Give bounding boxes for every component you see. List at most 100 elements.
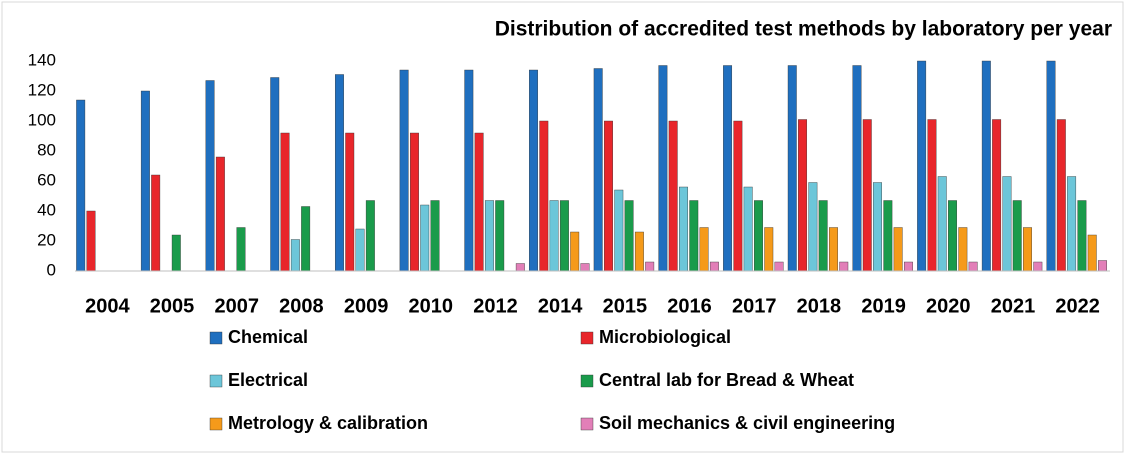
bar [205, 80, 215, 272]
bar [937, 176, 947, 272]
bar [1046, 60, 1056, 272]
bar [689, 200, 699, 272]
bar [852, 65, 862, 272]
bar [743, 186, 753, 272]
bar [723, 65, 733, 272]
bar [699, 227, 709, 272]
bar [829, 227, 838, 272]
bar [1087, 234, 1097, 272]
bar [86, 210, 96, 272]
bar [1098, 260, 1107, 272]
bar [1012, 200, 1022, 272]
bar [529, 69, 538, 272]
x-tick-label: 2008 [279, 295, 324, 317]
bar [1002, 176, 1012, 272]
bar [787, 65, 797, 272]
bar [236, 227, 246, 272]
bar [559, 200, 569, 272]
legend-label: Microbiological [599, 327, 731, 347]
legend-swatch [209, 374, 223, 388]
bar [624, 200, 634, 272]
x-tick-label: 2010 [409, 295, 454, 317]
x-tick-label: 2021 [991, 295, 1036, 317]
bar [549, 200, 559, 272]
x-tick-label: 2005 [150, 295, 195, 317]
bar [570, 231, 580, 272]
bar [140, 90, 150, 272]
bar [399, 69, 409, 272]
x-tick-label: 2016 [667, 295, 712, 317]
legend-label: Chemical [228, 327, 308, 347]
bar [345, 132, 355, 272]
x-tick-label: 2009 [344, 295, 389, 317]
bar [798, 119, 808, 272]
legend-label: Soil mechanics & civil engineering [599, 413, 895, 433]
bar [893, 227, 903, 272]
bar [645, 261, 655, 272]
chart-title: Distribution of accredited test methods … [495, 18, 1112, 41]
y-tick-label: 100 [28, 110, 56, 129]
bar [839, 261, 849, 272]
bar [917, 60, 927, 272]
bar [862, 119, 872, 272]
legend-label: Central lab for Bread & Wheat [599, 370, 854, 390]
bar [1023, 227, 1032, 272]
legend-swatch [209, 417, 223, 431]
x-tick-label: 2014 [538, 295, 583, 317]
bar [992, 119, 1002, 272]
bar [270, 77, 280, 272]
bar [280, 132, 290, 272]
bar [474, 132, 484, 272]
bar [774, 261, 784, 272]
bar [484, 200, 494, 272]
bar [883, 200, 893, 272]
x-tick-label: 2007 [214, 295, 259, 317]
legend-swatch [580, 374, 594, 388]
legend-swatch [209, 331, 223, 345]
bar [733, 120, 743, 272]
bar [355, 228, 365, 272]
bar [301, 206, 311, 272]
legend-swatch [580, 417, 594, 431]
bar [873, 182, 882, 272]
bar [679, 186, 688, 272]
bar [903, 261, 913, 272]
bar [215, 156, 225, 272]
bar [604, 120, 613, 272]
bar [365, 200, 375, 272]
bar [981, 60, 991, 272]
bar [668, 120, 678, 272]
legend-label: Electrical [228, 370, 308, 390]
bar [1056, 119, 1066, 272]
bar [634, 231, 644, 272]
y-tick-label: 140 [28, 50, 56, 69]
bar [76, 99, 86, 272]
bar [539, 120, 549, 272]
y-tick-label: 0 [47, 260, 56, 279]
bar [709, 261, 719, 272]
bar [927, 119, 937, 272]
bar [808, 182, 818, 272]
bar [580, 263, 590, 272]
bar [290, 239, 300, 272]
bar [818, 200, 828, 272]
bar [334, 74, 344, 272]
legend-label: Metrology & calibration [228, 413, 428, 433]
bar [658, 65, 668, 272]
bar [948, 200, 957, 272]
bar [495, 200, 505, 272]
bar [958, 227, 968, 272]
x-tick-label: 2020 [926, 295, 971, 317]
bar [430, 200, 440, 272]
x-tick-label: 2022 [1055, 295, 1100, 317]
bar [593, 68, 603, 272]
x-tick-label: 2004 [85, 295, 130, 317]
bar [754, 200, 763, 272]
bar [420, 204, 430, 272]
bar [409, 132, 419, 272]
y-tick-label: 60 [37, 170, 56, 189]
x-tick-label: 2019 [861, 295, 906, 317]
x-tick-label: 2017 [732, 295, 777, 317]
bar [151, 174, 161, 272]
